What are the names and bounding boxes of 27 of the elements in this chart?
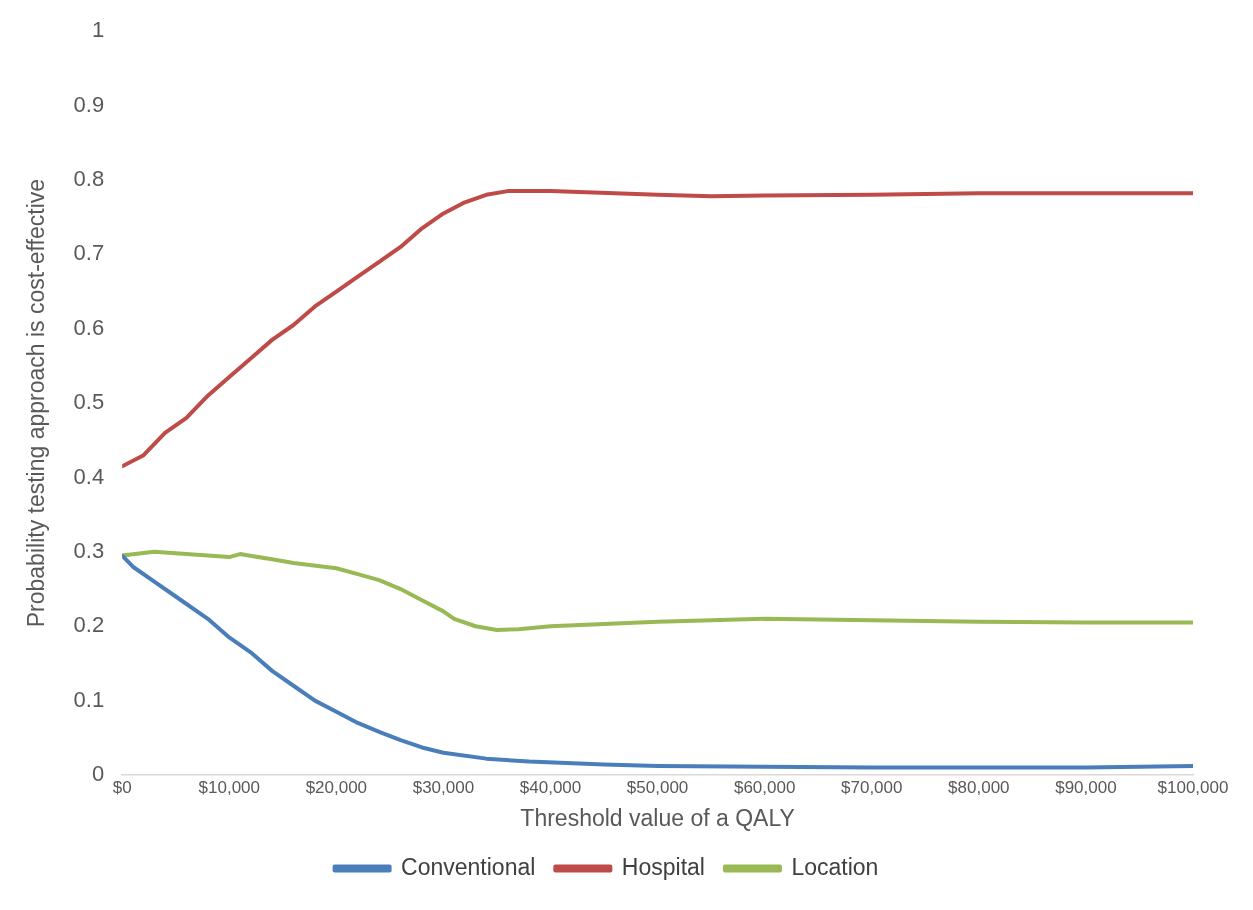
y-tick-label: 0 [91, 761, 105, 787]
x-tick-label: $40,000 [519, 777, 582, 797]
y-tick-label: 0.2 [73, 612, 105, 638]
x-tick-label: $60,000 [733, 777, 796, 797]
x-tick-label: $90,000 [1055, 777, 1117, 797]
x-tick-label: $70,000 [841, 777, 903, 797]
x-tick-label: $20,000 [305, 777, 368, 797]
x-tick-label: $50,000 [626, 777, 689, 797]
x-axis-title: Threshold value of a QALY [520, 804, 795, 831]
legend-label: Location [791, 853, 879, 880]
y-tick-label: 0.7 [73, 240, 105, 266]
y-tick-label: 0.4 [73, 463, 105, 489]
y-tick-label: 0.1 [73, 686, 105, 712]
y-tick-label: 0.3 [73, 537, 105, 563]
y-tick-label: 1 [91, 17, 105, 43]
x-tick-label: $10,000 [198, 777, 260, 797]
y-tick-label: 0.9 [73, 91, 105, 117]
y-tick-label: 0.6 [73, 314, 105, 340]
x-tick-label: $30,000 [412, 777, 475, 797]
y-axis-title: Probability testing approach is cost-effective [23, 178, 50, 628]
y-tick-label: 0.8 [73, 166, 105, 192]
x-tick-label: $0 [112, 777, 132, 797]
y-tick-label: 0.5 [73, 389, 105, 415]
legend-label: Conventional [401, 853, 536, 880]
x-tick-label: $80,000 [948, 777, 1010, 797]
x-tick-label: $100,000 [1157, 777, 1229, 797]
legend-label: Hospital [621, 853, 705, 880]
